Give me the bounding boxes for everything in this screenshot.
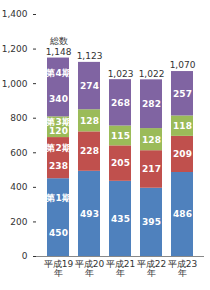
svg-text:800: 800: [10, 113, 27, 123]
svg-text:493: 493: [80, 209, 99, 219]
svg-text:1,148: 1,148: [46, 47, 72, 57]
svg-text:120: 120: [49, 126, 68, 136]
svg-text:228: 228: [80, 146, 99, 156]
svg-text:450: 450: [49, 228, 68, 238]
svg-text:340: 340: [49, 94, 68, 104]
svg-text:1,022: 1,022: [139, 69, 165, 79]
svg-text:第2期: 第2期: [45, 143, 70, 153]
svg-text:第1期: 第1期: [45, 193, 70, 203]
svg-text:600: 600: [10, 148, 27, 158]
svg-text:1,023: 1,023: [108, 69, 134, 79]
svg-text:0: 0: [22, 251, 28, 261]
svg-text:205: 205: [111, 158, 130, 168]
svg-text:128: 128: [142, 135, 161, 145]
svg-text:115: 115: [111, 131, 130, 141]
svg-text:総数: 総数: [49, 36, 68, 46]
svg-text:1,000: 1,000: [2, 79, 28, 89]
svg-text:1,123: 1,123: [77, 51, 103, 61]
svg-text:平成19年: 平成19年: [44, 259, 74, 278]
svg-text:268: 268: [111, 98, 130, 108]
svg-text:第4期: 第4期: [45, 68, 70, 78]
svg-text:435: 435: [111, 214, 130, 224]
svg-text:217: 217: [142, 164, 161, 174]
svg-text:238: 238: [49, 161, 68, 171]
svg-text:486: 486: [173, 209, 192, 219]
svg-text:395: 395: [142, 217, 161, 227]
svg-text:1,070: 1,070: [170, 60, 196, 70]
svg-text:第3期: 第3期: [45, 117, 70, 127]
svg-text:1,400: 1,400: [2, 9, 28, 19]
svg-text:平成20年: 平成20年: [75, 259, 105, 278]
svg-text:200: 200: [10, 217, 27, 227]
svg-text:128: 128: [80, 116, 99, 126]
svg-text:209: 209: [173, 149, 192, 159]
svg-text:平成21年: 平成21年: [106, 259, 135, 278]
svg-text:400: 400: [10, 182, 27, 192]
svg-text:274: 274: [80, 81, 99, 91]
svg-text:118: 118: [173, 121, 192, 131]
svg-text:平成22年: 平成22年: [137, 259, 166, 278]
svg-text:平成23年: 平成23年: [168, 259, 197, 278]
svg-text:282: 282: [142, 99, 161, 109]
svg-text:1,200: 1,200: [2, 44, 28, 54]
svg-text:257: 257: [173, 89, 192, 99]
